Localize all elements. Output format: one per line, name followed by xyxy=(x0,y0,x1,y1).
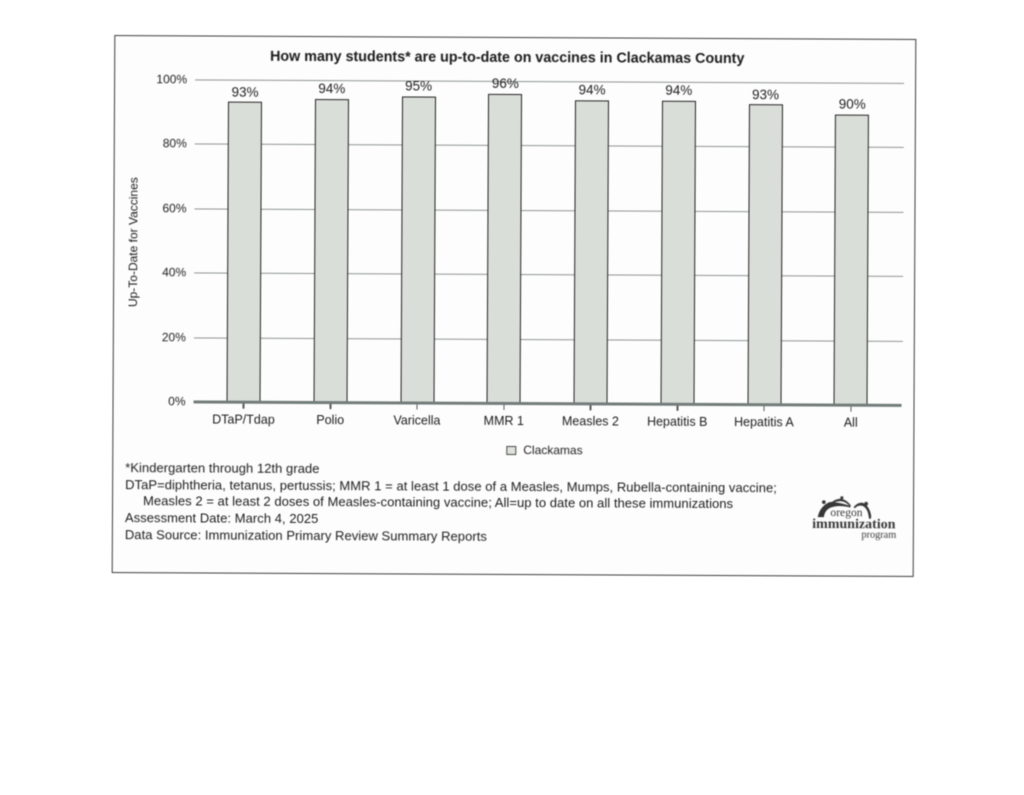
svg-text:oregon: oregon xyxy=(830,506,862,519)
svg-text:program: program xyxy=(861,530,896,541)
svg-text:immunization: immunization xyxy=(812,517,896,532)
